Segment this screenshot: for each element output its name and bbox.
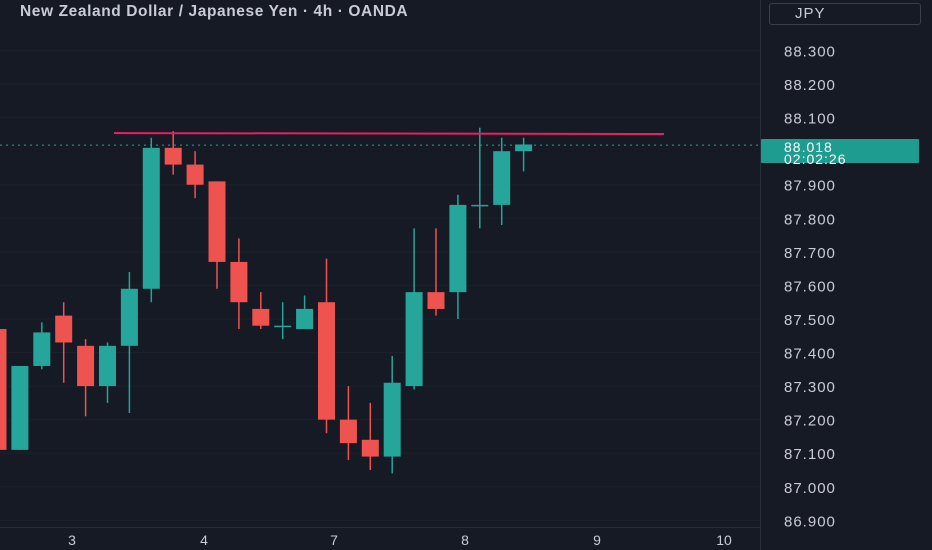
- candle-body: [449, 204, 467, 293]
- candle-body: [427, 292, 445, 309]
- candle: [11, 365, 29, 450]
- candle-body: [0, 329, 7, 450]
- price-tick-label: 87.100: [784, 446, 836, 463]
- candle-body: [383, 382, 401, 457]
- candle-body: [164, 147, 182, 165]
- candle-body: [77, 345, 95, 387]
- candle-body: [493, 151, 511, 205]
- time-tick-label: 9: [593, 532, 601, 548]
- last-price-value: 88.018: [784, 139, 833, 155]
- candle: [427, 228, 445, 316]
- candle-body: [361, 439, 379, 457]
- candle-body: [186, 164, 204, 185]
- last-price-tag: 88.018 02:02:26: [761, 139, 919, 167]
- candle: [164, 131, 182, 175]
- candle: [339, 386, 357, 460]
- time-tick-label: 7: [330, 532, 338, 548]
- candle-body: [33, 332, 51, 366]
- price-tick-label: 87.000: [784, 480, 836, 497]
- candle: [252, 292, 270, 330]
- time-tick-label: 10: [716, 532, 732, 548]
- time-tick-label: 8: [461, 532, 469, 548]
- price-tick-label: 87.900: [784, 178, 836, 195]
- price-tick-label: 87.500: [784, 312, 836, 329]
- candle-body: [55, 315, 73, 343]
- candle-body: [230, 261, 248, 303]
- candle: [0, 329, 7, 450]
- price-tick-label: 88.100: [784, 111, 836, 128]
- candle-body: [11, 365, 29, 450]
- price-tick-label: 87.300: [784, 379, 836, 396]
- candle-body: [99, 345, 116, 387]
- candle: [318, 258, 335, 434]
- candle-body: [318, 302, 335, 420]
- price-tick-label: 87.200: [784, 413, 836, 430]
- candle: [383, 355, 401, 474]
- candle: [55, 302, 73, 383]
- candle: [471, 127, 489, 229]
- price-tick-label: 87.700: [784, 245, 836, 262]
- candle-body: [120, 288, 138, 346]
- candle-body: [471, 204, 489, 207]
- candle: [208, 181, 226, 289]
- candle: [274, 302, 292, 340]
- candle-body: [208, 181, 226, 262]
- candle: [142, 137, 160, 303]
- candle: [449, 194, 467, 319]
- price-tick-label: 86.900: [784, 513, 836, 530]
- time-tick-label: 3: [68, 532, 76, 548]
- candle: [77, 339, 95, 417]
- candle: [230, 238, 248, 330]
- candle-body: [296, 308, 314, 330]
- candle: [186, 151, 204, 199]
- candle: [99, 342, 116, 403]
- currency-selector[interactable]: JPY: [769, 3, 921, 25]
- candle-body: [339, 419, 357, 444]
- chart-title: New Zealand Dollar / Japanese Yen · 4h ·…: [20, 3, 409, 20]
- candle-body: [142, 147, 160, 289]
- candle-body: [405, 292, 423, 387]
- candle: [405, 228, 423, 390]
- grid-lines: [0, 50, 760, 521]
- time-tick-label: 4: [200, 532, 208, 548]
- candle-body: [252, 308, 270, 326]
- candle: [493, 137, 511, 226]
- price-axis[interactable]: 88.300 88.200 88.100 87.900 87.800 87.700 87.6…: [784, 44, 836, 531]
- price-tick-label: 88.200: [784, 77, 836, 94]
- candles-layer: [0, 127, 533, 474]
- candle: [33, 322, 51, 370]
- candle: [515, 137, 533, 172]
- candle: [296, 295, 314, 330]
- price-tick-label: 87.600: [784, 278, 836, 295]
- candle-body: [274, 325, 292, 328]
- bar-countdown: 02:02:26: [784, 151, 847, 167]
- candle-body: [515, 144, 533, 152]
- candle: [120, 271, 138, 413]
- price-tick-label: 87.800: [784, 211, 836, 228]
- price-tick-label: 87.400: [784, 346, 836, 363]
- price-tick-label: 88.300: [784, 44, 836, 61]
- time-axis[interactable]: 3 4 7 8 9 10: [68, 532, 732, 548]
- candle: [361, 402, 379, 470]
- resistance-line[interactable]: [113, 132, 665, 136]
